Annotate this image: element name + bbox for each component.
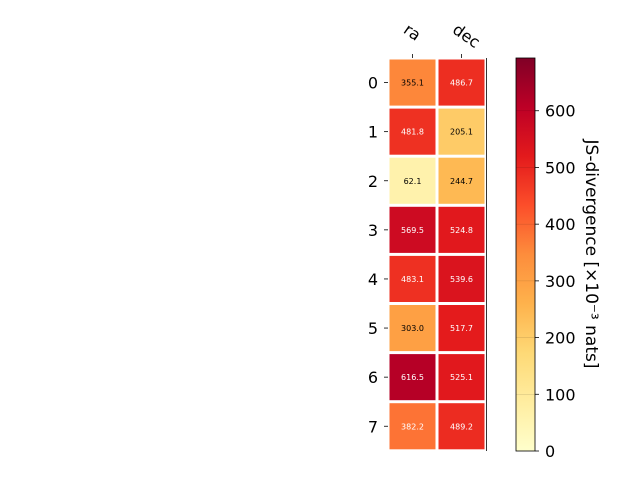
- cell-value-label: 517.7: [450, 324, 473, 333]
- row-labels: 0 1 2 3 4 5 6 7: [368, 74, 388, 436]
- row-label: 6: [368, 368, 378, 387]
- cell-value-label: 62.1: [404, 177, 422, 186]
- colorbar: 0 100 200 300 400 500 600 JS-divergence [×10⁻³…: [515, 57, 601, 461]
- heatmap-cell: [389, 59, 436, 106]
- row-label: 1: [368, 123, 378, 142]
- cell-value-label: 524.8: [450, 226, 473, 235]
- heatmap-cell: [438, 108, 485, 155]
- cell-value-label: 382.2: [401, 422, 424, 431]
- heatmap-cell: [389, 255, 436, 302]
- column-label: dec: [449, 20, 483, 52]
- heatmap-cell: [438, 305, 485, 352]
- cell-value-label: 205.1: [450, 128, 473, 137]
- heatmap-cell: [389, 108, 436, 155]
- cell-value-label: 486.7: [450, 79, 473, 88]
- heatmap-cells: 355.1 486.7 481.8 205.1 62.1 244.7 569.5 524.8 4…: [389, 59, 485, 450]
- row-label: 7: [368, 417, 378, 436]
- cell-value-label: 525.1: [450, 373, 473, 382]
- cell-value-label: 539.6: [450, 275, 473, 284]
- cell-value-label: 483.1: [401, 275, 424, 284]
- colorbar-ticks: 0 100 200 300 400 500 600: [516, 102, 576, 461]
- colorbar-tick-label: 600: [545, 102, 576, 121]
- colorbar-tick-label: 300: [545, 272, 576, 291]
- colorbar-tick-label: 200: [545, 329, 576, 348]
- cell-value-label: 489.2: [450, 422, 473, 431]
- cell-value-label: 355.1: [401, 79, 424, 88]
- column-labels: ra dec: [400, 20, 484, 58]
- cell-value-label: 616.5: [401, 373, 424, 382]
- heatmap-cell: [438, 354, 485, 401]
- colorbar-tick-label: 500: [545, 158, 576, 177]
- heatmap-cell: [438, 255, 485, 302]
- colorbar-tick-label: 100: [545, 385, 576, 404]
- row-label: 3: [368, 221, 378, 240]
- heatmap-cell: [389, 157, 436, 204]
- heatmap-cell: [438, 59, 485, 106]
- column-label: ra: [400, 20, 424, 45]
- colorbar-label: JS-divergence [×10⁻³ nats]: [581, 139, 601, 369]
- heatmap-cell: [389, 305, 436, 352]
- row-label: 4: [368, 270, 378, 289]
- cell-value-label: 303.0: [401, 324, 424, 333]
- row-label: 2: [368, 172, 378, 191]
- heatmap-cell: [438, 157, 485, 204]
- colorbar-tick-label: 400: [545, 215, 576, 234]
- cell-value-label: 569.5: [401, 226, 424, 235]
- row-label: 0: [368, 74, 378, 93]
- heatmap-cell: [389, 354, 436, 401]
- heatmap-cell: [389, 403, 436, 450]
- heatmap-cell: [438, 403, 485, 450]
- colorbar-gradient: [515, 57, 536, 452]
- colorbar-tick-label: 0: [545, 442, 555, 461]
- row-label: 5: [368, 319, 378, 338]
- cell-value-label: 481.8: [401, 128, 424, 137]
- heatmap-cell: [438, 206, 485, 253]
- cell-value-label: 244.7: [450, 177, 473, 186]
- heatmap-cell: [389, 206, 436, 253]
